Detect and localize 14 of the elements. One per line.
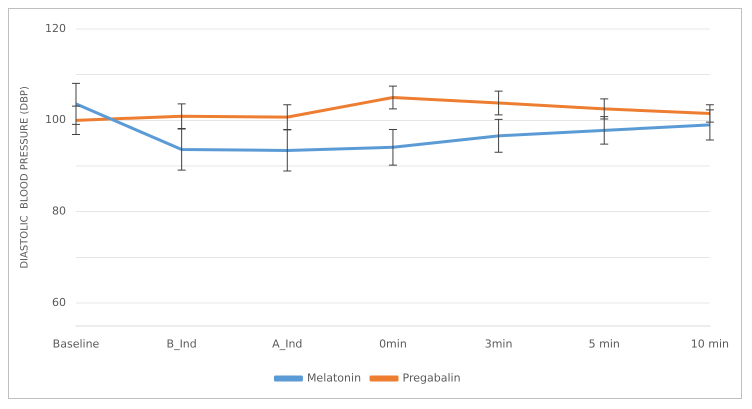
legend-label: Melatonin (306, 371, 362, 384)
y-axis-title: DIASTOLIC BLOOD PRESSURE (DBP) (20, 86, 31, 269)
x-tick-label: Baseline (52, 337, 100, 350)
x-tick-label: A_Ind (272, 337, 302, 350)
y-tick-label: 100 (44, 113, 66, 126)
y-tick-label: 120 (44, 22, 66, 35)
y-tick-label: 80 (52, 204, 66, 218)
legend-label: Pregabalin (402, 371, 461, 384)
x-tick-label: 10 min (690, 337, 730, 350)
y-tick-label: 60 (52, 296, 66, 309)
x-tick-label: 3min (484, 337, 512, 350)
x-tick-label: 5 min (588, 337, 620, 350)
x-tick-label: B_Ind (166, 337, 197, 350)
x-tick-label: 0min (379, 337, 407, 350)
